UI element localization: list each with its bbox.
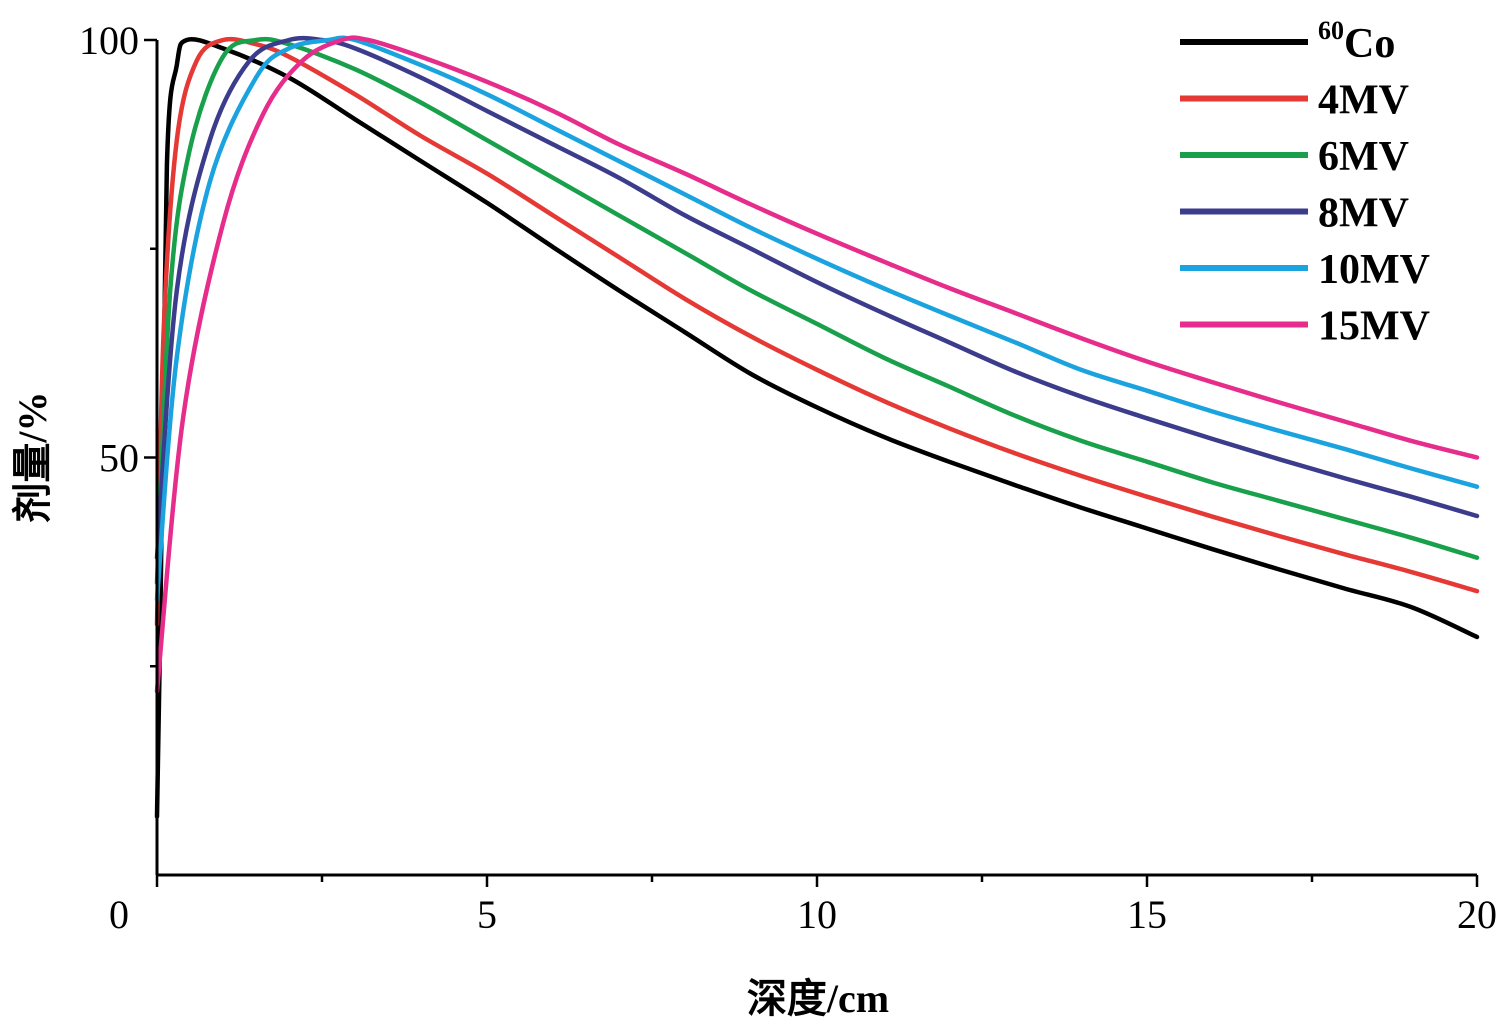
- x-tick-label: 10: [797, 892, 837, 937]
- y-tick-label: 100: [79, 18, 139, 63]
- x-tick-label: 15: [1127, 892, 1167, 937]
- legend-label-10mv: 10MV: [1318, 247, 1430, 293]
- legend-label-co: 60Co: [1318, 16, 1395, 67]
- legend: 60Co 4MV 6MV 8MV 10MV 15MV: [1180, 16, 1430, 350]
- series-line-8mv: [154, 35, 1480, 560]
- legend-label-8mv: 8MV: [1318, 191, 1409, 237]
- x-tick-label: 5: [477, 892, 497, 937]
- series-layer: [154, 35, 1480, 819]
- legend-label-4mv: 4MV: [1318, 78, 1409, 124]
- y-tick-label: 50: [99, 436, 139, 481]
- legend-label-6mv: 6MV: [1318, 134, 1409, 180]
- x-axis-title: 深度/cm: [747, 976, 889, 1020]
- series-line-co: [154, 36, 1480, 819]
- x-tick-label: 0: [109, 892, 129, 937]
- series-line-15mv: [154, 35, 1480, 694]
- legend-superscript: 60: [1318, 16, 1344, 45]
- axes-layer: 0 5 10 15 20 50 100: [79, 18, 1497, 937]
- series-line-4mv: [154, 36, 1480, 627]
- legend-label-15mv: 15MV: [1318, 304, 1430, 350]
- series-line-10mv: [154, 35, 1480, 602]
- x-tick-label: 20: [1457, 892, 1497, 937]
- series-line-6mv: [154, 36, 1480, 586]
- y-axis-title: 剂量/%: [10, 391, 55, 522]
